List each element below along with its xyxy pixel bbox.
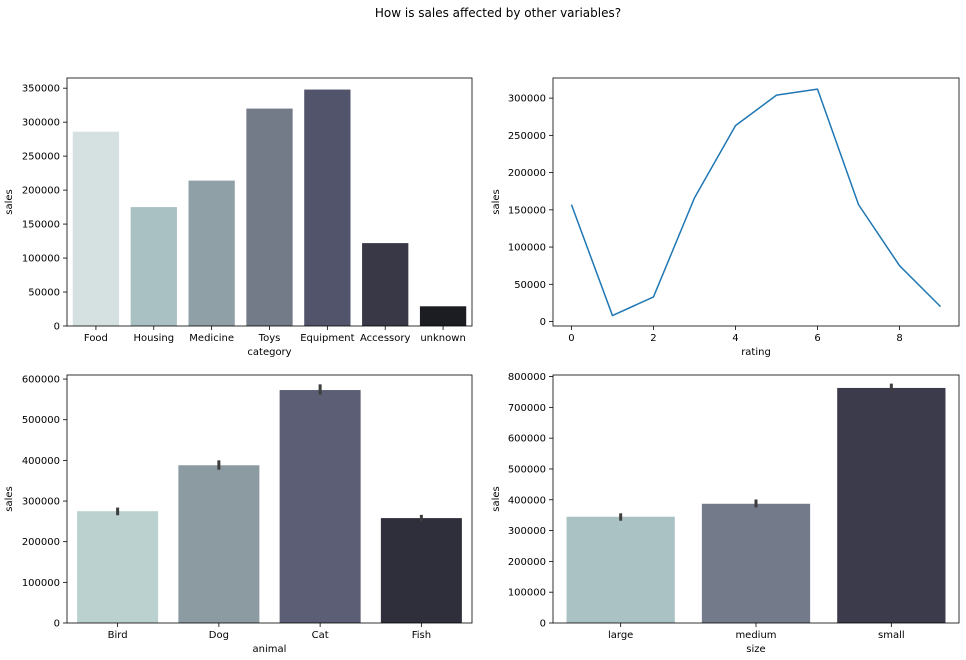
x-tick-label: large	[608, 630, 633, 641]
y-tick-label: 150000	[508, 205, 546, 216]
axes-frame	[552, 77, 960, 327]
y-axis-label: sales	[4, 486, 15, 511]
y-tick-label: 500000	[22, 415, 60, 426]
x-tick-label: unknown	[420, 333, 465, 344]
x-tick-label: Dog	[209, 630, 229, 641]
x-axis-label: size	[746, 644, 765, 655]
y-tick-label: 600000	[508, 434, 546, 445]
y-tick-label: 100000	[22, 254, 60, 265]
y-tick-label: 100000	[508, 243, 546, 254]
x-tick-label: 4	[732, 333, 738, 344]
x-tick-label: Fish	[412, 630, 431, 641]
y-tick-label: 200000	[22, 537, 60, 548]
x-axis-label: animal	[253, 644, 287, 655]
y-tick-label: 0	[54, 322, 60, 333]
chart-4: 0 100000 200000 300000 400000 500000 600000 700…	[491, 372, 960, 655]
x-tick-label: 6	[814, 333, 820, 344]
y-tick-label: 200000	[508, 557, 546, 568]
x-tick-label: Cat	[312, 630, 329, 641]
chart-3: 0 100000 200000 300000 400000 500000 600000 Bir…	[4, 374, 473, 655]
bar-cat	[279, 390, 361, 623]
bar-accessory	[362, 243, 409, 326]
x-tick-label: Food	[84, 333, 108, 344]
y-tick-label: 300000	[508, 94, 546, 105]
bar-food	[72, 131, 120, 326]
y-tick-label: 300000	[508, 526, 546, 537]
chart-2: 0 50000 100000 150000 200000 250000 300000 0 2 4 6…	[491, 77, 960, 358]
x-axis-label: rating	[741, 347, 771, 358]
bar-equipment	[304, 89, 351, 326]
x-axis-label: category	[247, 347, 291, 358]
x-tick-label: Housing	[133, 333, 174, 344]
axes-frame	[66, 374, 473, 624]
bar-medium	[701, 503, 811, 623]
axes-frame	[66, 77, 473, 327]
bar-large	[566, 516, 675, 623]
x-tick-label: 2	[650, 333, 656, 344]
bar-bird	[77, 511, 159, 623]
y-axis-label: sales	[4, 189, 15, 214]
bar-housing	[130, 207, 177, 326]
y-tick-label: 250000	[508, 131, 546, 142]
x-tick-label: Bird	[108, 630, 128, 641]
axes-frame	[552, 374, 960, 624]
bar-fish	[380, 518, 462, 623]
x-tick-label: small	[878, 630, 905, 641]
y-tick-label: 100000	[508, 588, 546, 599]
x-tick-label: 8	[896, 333, 902, 344]
y-tick-label: 600000	[22, 375, 60, 386]
bar-dog	[178, 465, 260, 623]
bar-toys	[246, 108, 293, 326]
x-tick-label: 0	[568, 333, 574, 344]
y-tick-label: 250000	[22, 152, 60, 163]
bar-unknown	[419, 306, 467, 326]
x-tick-label: Accessory	[360, 333, 410, 344]
y-tick-label: 300000	[22, 118, 60, 129]
chart-1: 0 50000 100000 150000 200000 250000 300000 3500…	[4, 77, 473, 358]
y-tick-label: 100000	[22, 578, 60, 589]
bar-medicine	[188, 180, 235, 326]
y-tick-label: 50000	[28, 288, 60, 299]
y-tick-label: 350000	[22, 84, 60, 95]
y-tick-label: 150000	[22, 220, 60, 231]
x-tick-label: Medicine	[189, 333, 234, 344]
y-tick-label: 200000	[22, 186, 60, 197]
x-tick-label: medium	[735, 630, 776, 641]
bar-small	[837, 387, 946, 623]
y-axis-label: sales	[491, 189, 502, 214]
y-tick-label: 200000	[508, 168, 546, 179]
y-tick-label: 700000	[508, 403, 546, 414]
y-tick-label: 500000	[508, 464, 546, 475]
y-tick-label: 0	[54, 619, 60, 630]
y-axis-label: sales	[491, 486, 502, 511]
x-tick-label: Toys	[258, 333, 281, 344]
y-tick-label: 0	[540, 317, 546, 328]
x-tick-label: Equipment	[300, 333, 354, 344]
y-tick-label: 800000	[508, 372, 546, 383]
y-tick-label: 400000	[508, 495, 546, 506]
y-tick-label: 300000	[22, 497, 60, 508]
y-tick-label: 50000	[514, 280, 546, 291]
y-tick-label: 400000	[22, 456, 60, 467]
sales-line	[570, 88, 942, 317]
figure-title: How is sales affected by other variables…	[375, 6, 621, 20]
y-tick-label: 0	[540, 619, 546, 630]
